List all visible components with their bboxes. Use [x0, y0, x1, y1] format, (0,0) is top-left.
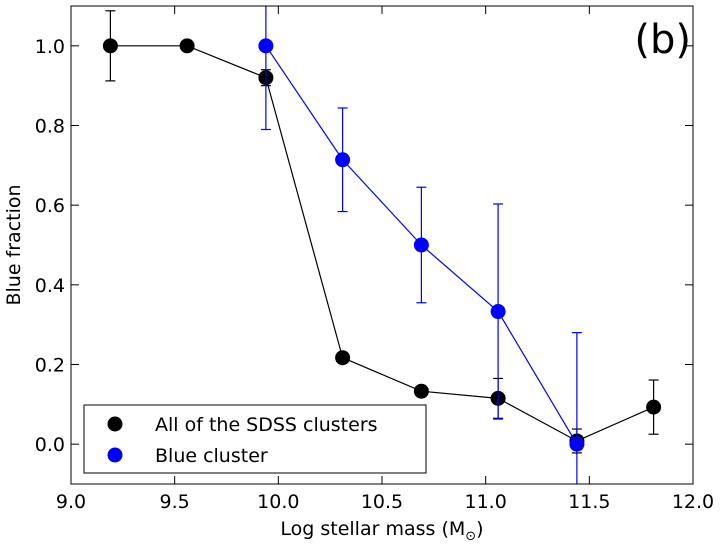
y-tick-label: 0.4: [35, 275, 65, 297]
series-layer: [102, 6, 662, 484]
legend-marker: [107, 447, 123, 463]
ticks-layer: 9.0 9.5 10.0 10.5 11.0 11.5 12.0 0.0 0.2 0.4 0.6 0.…: [35, 6, 714, 513]
data-point: [569, 436, 585, 452]
data-point: [335, 350, 351, 366]
panel-label: (b): [634, 17, 691, 63]
x-axis-label: Log stellar mass (M⊙): [280, 518, 483, 544]
y-tick-label: 0.2: [35, 355, 65, 377]
x-tick-label: 12.0: [672, 491, 714, 513]
x-axis-label-sub: ⊙: [465, 529, 476, 544]
x-tick-label: 10.0: [257, 491, 299, 513]
x-axis-label-main: Log stellar mass (M: [280, 518, 465, 540]
legend: All of the SDSS clusters Blue cluster: [83, 404, 427, 474]
data-point: [490, 304, 506, 320]
x-tick-label: 10.5: [361, 491, 403, 513]
data-point: [413, 237, 429, 253]
x-tick-label: 9.0: [56, 491, 86, 513]
legend-label: Blue cluster: [155, 445, 268, 467]
data-point: [179, 38, 195, 54]
data-point: [102, 38, 118, 54]
y-tick-label: 0.0: [35, 434, 65, 456]
x-tick-label: 11.5: [568, 491, 610, 513]
legend-box: [83, 404, 427, 474]
data-point: [258, 38, 274, 54]
x-tick-label: 11.0: [465, 491, 507, 513]
y-axis-label: Blue fraction: [3, 184, 25, 305]
y-tick-label: 0.8: [35, 116, 65, 138]
legend-label: All of the SDSS clusters: [155, 414, 378, 436]
data-point: [646, 399, 662, 415]
y-tick-label: 1.0: [35, 36, 65, 58]
data-point: [335, 152, 351, 168]
legend-marker: [107, 416, 123, 432]
y-tick-label: 0.6: [35, 195, 65, 217]
series-blue-cluster: [258, 6, 585, 484]
data-point: [413, 383, 429, 399]
x-axis-label-close: ): [476, 518, 483, 540]
series-line: [110, 45, 654, 442]
x-tick-label: 9.5: [160, 491, 190, 513]
